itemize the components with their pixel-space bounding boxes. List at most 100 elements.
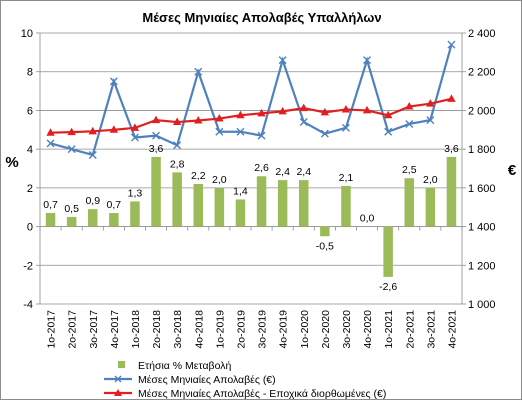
y-left-tick-label: 8 xyxy=(27,67,33,79)
point-marker-triangle xyxy=(447,94,456,102)
bar xyxy=(383,226,393,277)
point-marker-x xyxy=(447,40,456,49)
chart-title: Μέσες Μηνιαίες Απολαβές Υπαλλήλων xyxy=(142,10,381,25)
bar-data-label: 3,6 xyxy=(149,143,164,155)
y-right-tick-label: 1 800 xyxy=(468,144,496,156)
x-tick-label: 2ο-2021 xyxy=(404,310,416,349)
point-marker-triangle xyxy=(67,127,76,136)
legend-label: Ετήσια % Μεταβολή xyxy=(138,360,231,372)
line-series xyxy=(46,40,456,159)
point-marker-triangle xyxy=(426,99,435,107)
x-tick-label: 2ο-2020 xyxy=(320,310,332,349)
bar xyxy=(88,209,98,227)
series-line xyxy=(50,97,452,134)
point-marker-triangle xyxy=(46,128,55,136)
legend-label: Μέσες Μηνιαίες Απολαβές (€) xyxy=(138,374,276,386)
x-tick-label: 2ο-2017 xyxy=(67,310,79,349)
y-right-tick-label: 1 400 xyxy=(468,222,496,234)
point-marker-x xyxy=(257,131,266,140)
point-marker-triangle xyxy=(278,106,287,115)
y-left-tick-label: -4 xyxy=(23,299,33,311)
point-marker-x xyxy=(173,141,182,150)
bar-data-label: 2,0 xyxy=(423,174,438,186)
bar-data-label: -2,6 xyxy=(379,281,397,293)
x-tick-label: 1ο-2017 xyxy=(46,310,58,349)
y-left-tick-label: 4 xyxy=(27,144,33,156)
y-right-tick-label: 2 400 xyxy=(468,28,496,40)
bar xyxy=(425,187,436,227)
bar xyxy=(66,216,77,227)
bar-data-label: 1,4 xyxy=(233,185,248,197)
point-marker-x xyxy=(152,131,161,140)
legend-swatch-bar xyxy=(118,361,125,368)
bar xyxy=(109,213,119,227)
point-marker-triangle xyxy=(151,115,161,124)
point-marker-x xyxy=(88,150,97,159)
bar-data-label: 2,2 xyxy=(191,170,206,182)
bar-data-label: 0,7 xyxy=(107,199,122,211)
point-marker-triangle xyxy=(172,117,182,126)
axes xyxy=(39,33,463,304)
x-tick-label: 3ο-2019 xyxy=(257,310,269,349)
x-tick-label: 1ο-2019 xyxy=(214,310,226,349)
series-line xyxy=(50,44,453,157)
x-tick-label: 4ο-2017 xyxy=(109,310,121,349)
point-marker-triangle xyxy=(236,110,245,119)
y-left-tick-label: 6 xyxy=(27,105,33,117)
legend: Ετήσια % Μεταβολή Μέσες Μηνιαίες Απολαβές… xyxy=(104,360,386,400)
legend-item: Μέσες Μηνιαίες Απολαβές (€) xyxy=(104,374,276,386)
point-marker-x xyxy=(405,119,414,128)
bar xyxy=(151,156,161,227)
x-tick-label: 4ο-2021 xyxy=(446,310,458,349)
y-left-tick-label: 10 xyxy=(21,28,33,40)
y-right-tick-label: 1 600 xyxy=(468,183,496,195)
bar xyxy=(404,178,414,227)
y-right-tick-label: 2 000 xyxy=(468,105,496,117)
bar xyxy=(446,156,457,227)
bar-data-label: 2,4 xyxy=(296,166,311,178)
point-marker-triangle xyxy=(109,125,119,133)
bar-data-label: 3,6 xyxy=(444,143,459,155)
data-labels: 0,7 0,5 0,9 0,7 1,3 3,6 2,8 2,2 2,0 1,4 2,6 2,4 2,4 -… xyxy=(43,143,459,293)
y-axis-right-unit: € xyxy=(508,162,517,179)
bar-data-label: 2,1 xyxy=(339,172,354,184)
point-marker-x xyxy=(130,133,139,142)
y-axis-left-ticks: -4 -2 0 2 4 6 8 10 xyxy=(21,28,33,311)
y-axis-left-unit: % xyxy=(5,154,18,171)
point-marker-x xyxy=(320,129,329,138)
x-tick-label: 1ο-2018 xyxy=(130,310,142,349)
x-tick-label: 4ο-2020 xyxy=(362,310,374,349)
x-tick-label: 4ο-2019 xyxy=(278,310,290,349)
point-marker-x xyxy=(215,127,224,136)
bar xyxy=(214,187,225,227)
point-marker-triangle xyxy=(362,105,372,114)
bar-data-label: 0,0 xyxy=(360,213,375,225)
bar-data-label: 0,7 xyxy=(43,199,58,211)
point-marker-x xyxy=(426,116,435,125)
legend-item: Ετήσια % Μεταβολή xyxy=(118,360,231,372)
y-left-tick-label: -2 xyxy=(23,260,33,272)
bar xyxy=(277,180,288,227)
bar-data-label: 0,9 xyxy=(85,195,100,207)
point-marker-x xyxy=(236,127,245,136)
y-right-tick-label: 2 200 xyxy=(468,67,496,79)
bar xyxy=(193,183,203,227)
legend-item: Μέσες Μηνιαίες Απολαβές - Εποχικά διορθω… xyxy=(104,388,386,400)
bar xyxy=(341,185,351,227)
bar-series xyxy=(45,156,457,277)
point-marker-x xyxy=(109,77,118,86)
x-tick-label: 1ο-2021 xyxy=(383,310,395,349)
x-tick-label: 4ο-2018 xyxy=(193,310,205,349)
y-right-tick-label: 1 200 xyxy=(468,260,496,272)
x-tick-label: 1ο-2020 xyxy=(299,310,311,349)
bar xyxy=(235,199,246,227)
point-marker-triangle xyxy=(405,102,414,110)
bar-data-label: 2,4 xyxy=(275,166,290,178)
bar-data-label: -0,5 xyxy=(316,240,334,252)
point-marker-triangle xyxy=(194,115,203,124)
bar xyxy=(299,180,309,227)
bar xyxy=(45,213,56,227)
point-marker-x xyxy=(67,145,76,154)
point-marker-triangle xyxy=(257,108,266,117)
point-marker-x xyxy=(341,123,350,132)
